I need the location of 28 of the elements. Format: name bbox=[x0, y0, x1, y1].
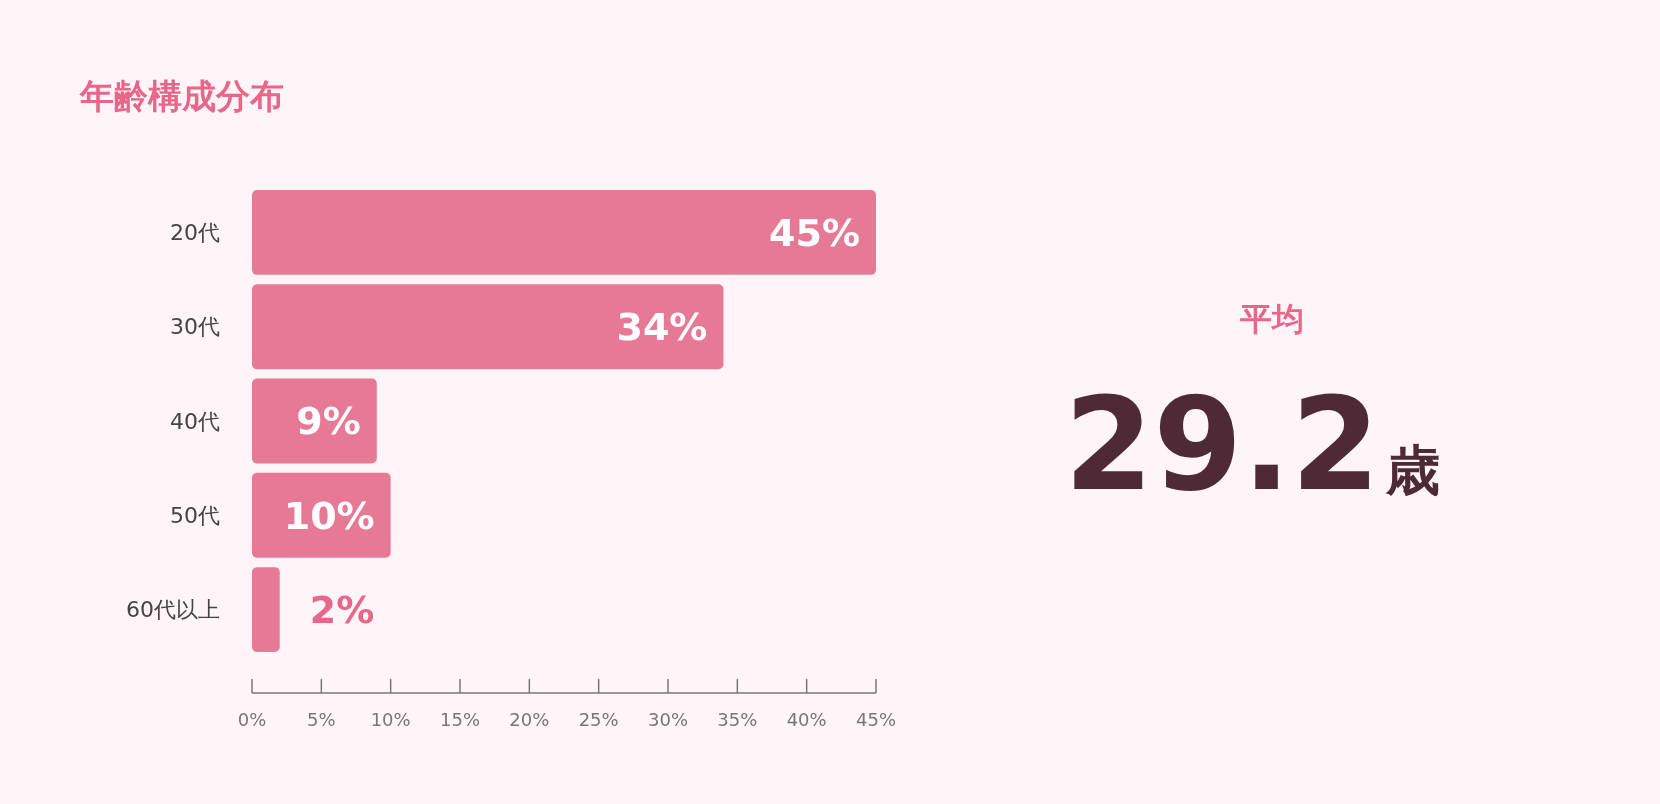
y-tick-label: 60代以上 bbox=[126, 597, 220, 623]
data-label: 45% bbox=[769, 210, 860, 255]
x-tick-label: 10% bbox=[370, 709, 411, 730]
x-tick-label: 15% bbox=[439, 709, 481, 730]
data-label: 34% bbox=[616, 305, 708, 350]
x-tick-label: 5% bbox=[307, 709, 336, 730]
bar bbox=[252, 567, 280, 652]
text: 29.2 bbox=[1064, 370, 1380, 519]
x-tick-label: 25% bbox=[578, 709, 619, 730]
bar bbox=[252, 378, 377, 464]
data-label: 2% bbox=[309, 587, 375, 632]
x-tick-label: 20% bbox=[509, 709, 550, 730]
y-tick-label: 40代 bbox=[170, 408, 220, 434]
x-tick-label: 35% bbox=[717, 709, 758, 730]
y-tick-label: 50代 bbox=[170, 502, 220, 528]
data-label: 10% bbox=[283, 493, 375, 538]
text: 歳 bbox=[1385, 439, 1440, 502]
x-tick-label: 30% bbox=[647, 709, 689, 730]
x-tick-label: 0% bbox=[237, 709, 267, 730]
x-tick-label: 45% bbox=[855, 709, 897, 730]
x-tick-label: 40% bbox=[786, 709, 827, 730]
chart-title: 年齢構成分布 bbox=[79, 76, 284, 116]
y-tick-label: 20代 bbox=[170, 220, 220, 246]
bar bbox=[252, 190, 876, 275]
bar bbox=[252, 284, 724, 370]
data-label: 9% bbox=[296, 399, 361, 444]
text: 平均 bbox=[1239, 300, 1304, 338]
y-tick-label: 30代 bbox=[170, 314, 220, 340]
